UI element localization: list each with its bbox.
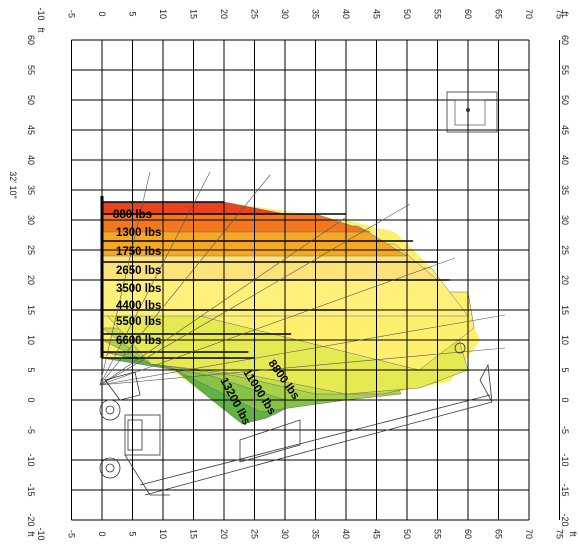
x-tick-bottom: 30 bbox=[280, 529, 290, 539]
y-tick-left: 10 bbox=[26, 335, 36, 345]
y-tick-left: 50 bbox=[26, 95, 36, 105]
y-tick-left: 55 bbox=[26, 65, 36, 75]
y-tick-right: 10 bbox=[560, 335, 570, 345]
load-label: 6600 lbs bbox=[116, 335, 161, 347]
x-tick-bottom: 50 bbox=[402, 529, 412, 539]
chart-decorations bbox=[99, 91, 506, 496]
y-tick-left: -10 bbox=[26, 453, 36, 466]
axis-tick-labels: -10-10-5-5005510101515202025253030353540… bbox=[8, 7, 578, 540]
y-tick-left: 20 bbox=[26, 275, 36, 285]
max-height-label: 32' 10" bbox=[8, 171, 18, 198]
x-tick-top: 0 bbox=[97, 11, 107, 16]
y-tick-right: 60 bbox=[560, 35, 570, 45]
x-tick-bottom: 10 bbox=[158, 529, 168, 539]
x-tick-bottom: 75 bbox=[555, 529, 565, 539]
x-tick-bottom: 45 bbox=[372, 529, 382, 539]
y-tick-left: 60 bbox=[26, 35, 36, 45]
y-tick-left: -20 bbox=[26, 513, 36, 526]
x-tick-top: 65 bbox=[494, 9, 504, 19]
x-tick-bottom: 40 bbox=[341, 529, 351, 539]
y-tick-right: 45 bbox=[560, 125, 570, 135]
x-tick-bottom: 55 bbox=[433, 529, 443, 539]
x-tick-top: 70 bbox=[524, 9, 534, 19]
x-tick-bottom: 70 bbox=[524, 529, 534, 539]
x-tick-bottom: 15 bbox=[189, 529, 199, 539]
unit-top-left: ft bbox=[36, 27, 46, 33]
x-tick-top: 75 bbox=[555, 9, 565, 19]
x-tick-top: 15 bbox=[189, 9, 199, 19]
y-tick-right: 40 bbox=[560, 155, 570, 165]
x-tick-top: 60 bbox=[463, 9, 473, 19]
y-tick-right: -15 bbox=[560, 483, 570, 496]
y-tick-right: 0 bbox=[560, 397, 570, 402]
y-tick-left: 0 bbox=[26, 397, 36, 402]
x-tick-top: 5 bbox=[128, 11, 138, 16]
y-tick-left: -15 bbox=[26, 483, 36, 496]
y-tick-right: 35 bbox=[560, 185, 570, 195]
x-tick-bottom: 20 bbox=[219, 529, 229, 539]
load-label: 1750 lbs bbox=[116, 246, 161, 258]
load-label: 4400 lbs bbox=[116, 300, 161, 312]
x-tick-top: 40 bbox=[341, 9, 351, 19]
y-tick-right: 5 bbox=[560, 367, 570, 372]
x-tick-top: 20 bbox=[219, 9, 229, 19]
x-tick-top: 55 bbox=[433, 9, 443, 19]
unit-bottom-left: ft bbox=[26, 531, 36, 537]
y-tick-right: -20 bbox=[560, 513, 570, 526]
x-tick-top: 10 bbox=[158, 9, 168, 19]
x-tick-bottom: 5 bbox=[128, 531, 138, 536]
x-tick-bottom: -10 bbox=[36, 527, 46, 540]
x-tick-top: 50 bbox=[402, 9, 412, 19]
x-tick-top: 35 bbox=[311, 9, 321, 19]
x-tick-bottom: 65 bbox=[494, 529, 504, 539]
x-tick-top: -5 bbox=[67, 10, 77, 18]
y-tick-left: 5 bbox=[26, 367, 36, 372]
y-tick-left: 40 bbox=[26, 155, 36, 165]
load-label: 880 lbs bbox=[113, 209, 152, 221]
y-tick-left: 15 bbox=[26, 305, 36, 315]
load-label: 1300 lbs bbox=[116, 227, 161, 239]
y-tick-left: 35 bbox=[26, 185, 36, 195]
x-tick-top: 30 bbox=[280, 9, 290, 19]
y-tick-left: 30 bbox=[26, 215, 36, 225]
x-tick-top: -10 bbox=[36, 7, 46, 20]
x-tick-top: 25 bbox=[250, 9, 260, 19]
load-label: 2650 lbs bbox=[116, 265, 161, 277]
unit-top-right: ft bbox=[560, 11, 570, 17]
y-tick-left: -5 bbox=[26, 426, 36, 434]
y-tick-right: -5 bbox=[560, 426, 570, 434]
y-tick-right: 50 bbox=[560, 95, 570, 105]
x-tick-top: 45 bbox=[372, 9, 382, 19]
y-tick-right: 20 bbox=[560, 275, 570, 285]
x-tick-bottom: 35 bbox=[311, 529, 321, 539]
y-tick-left: 25 bbox=[26, 245, 36, 255]
x-tick-bottom: 60 bbox=[463, 529, 473, 539]
x-tick-bottom: 0 bbox=[97, 531, 107, 536]
y-tick-right: -10 bbox=[560, 453, 570, 466]
x-tick-bottom: 25 bbox=[250, 529, 260, 539]
y-tick-right: 15 bbox=[560, 305, 570, 315]
y-tick-left: 45 bbox=[26, 125, 36, 135]
x-tick-bottom: -5 bbox=[67, 530, 77, 538]
unit-bottom-right: ft bbox=[568, 531, 578, 537]
load-label: 5500 lbs bbox=[116, 316, 161, 328]
telehandler-silhouette bbox=[99, 342, 493, 496]
y-tick-right: 55 bbox=[560, 65, 570, 75]
y-tick-right: 30 bbox=[560, 215, 570, 225]
load-label: 3500 lbs bbox=[116, 283, 161, 295]
y-tick-right: 25 bbox=[560, 245, 570, 255]
grid bbox=[71, 39, 560, 521]
